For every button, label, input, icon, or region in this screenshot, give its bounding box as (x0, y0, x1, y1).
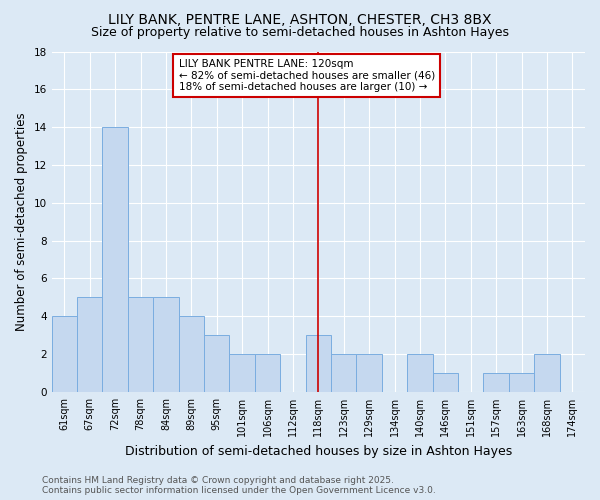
Bar (509, 373, 534, 392)
Bar (534, 354, 560, 392)
Bar (153, 298, 179, 392)
Y-axis label: Number of semi-detached properties: Number of semi-detached properties (15, 112, 28, 331)
Bar (204, 335, 229, 392)
Text: Contains HM Land Registry data © Crown copyright and database right 2025.
Contai: Contains HM Land Registry data © Crown c… (42, 476, 436, 495)
X-axis label: Distribution of semi-detached houses by size in Ashton Hayes: Distribution of semi-detached houses by … (125, 444, 512, 458)
Bar (103, 127, 128, 392)
Bar (77, 298, 103, 392)
Bar (356, 354, 382, 392)
Bar (433, 373, 458, 392)
Bar (407, 354, 433, 392)
Text: LILY BANK, PENTRE LANE, ASHTON, CHESTER, CH3 8BX: LILY BANK, PENTRE LANE, ASHTON, CHESTER,… (108, 12, 492, 26)
Bar (128, 298, 153, 392)
Text: LILY BANK PENTRE LANE: 120sqm
← 82% of semi-detached houses are smaller (46)
18%: LILY BANK PENTRE LANE: 120sqm ← 82% of s… (179, 59, 435, 92)
Bar (331, 354, 356, 392)
Bar (229, 354, 255, 392)
Bar (179, 316, 204, 392)
Bar (484, 373, 509, 392)
Bar (255, 354, 280, 392)
Bar (305, 335, 331, 392)
Bar (52, 316, 77, 392)
Text: Size of property relative to semi-detached houses in Ashton Hayes: Size of property relative to semi-detach… (91, 26, 509, 39)
